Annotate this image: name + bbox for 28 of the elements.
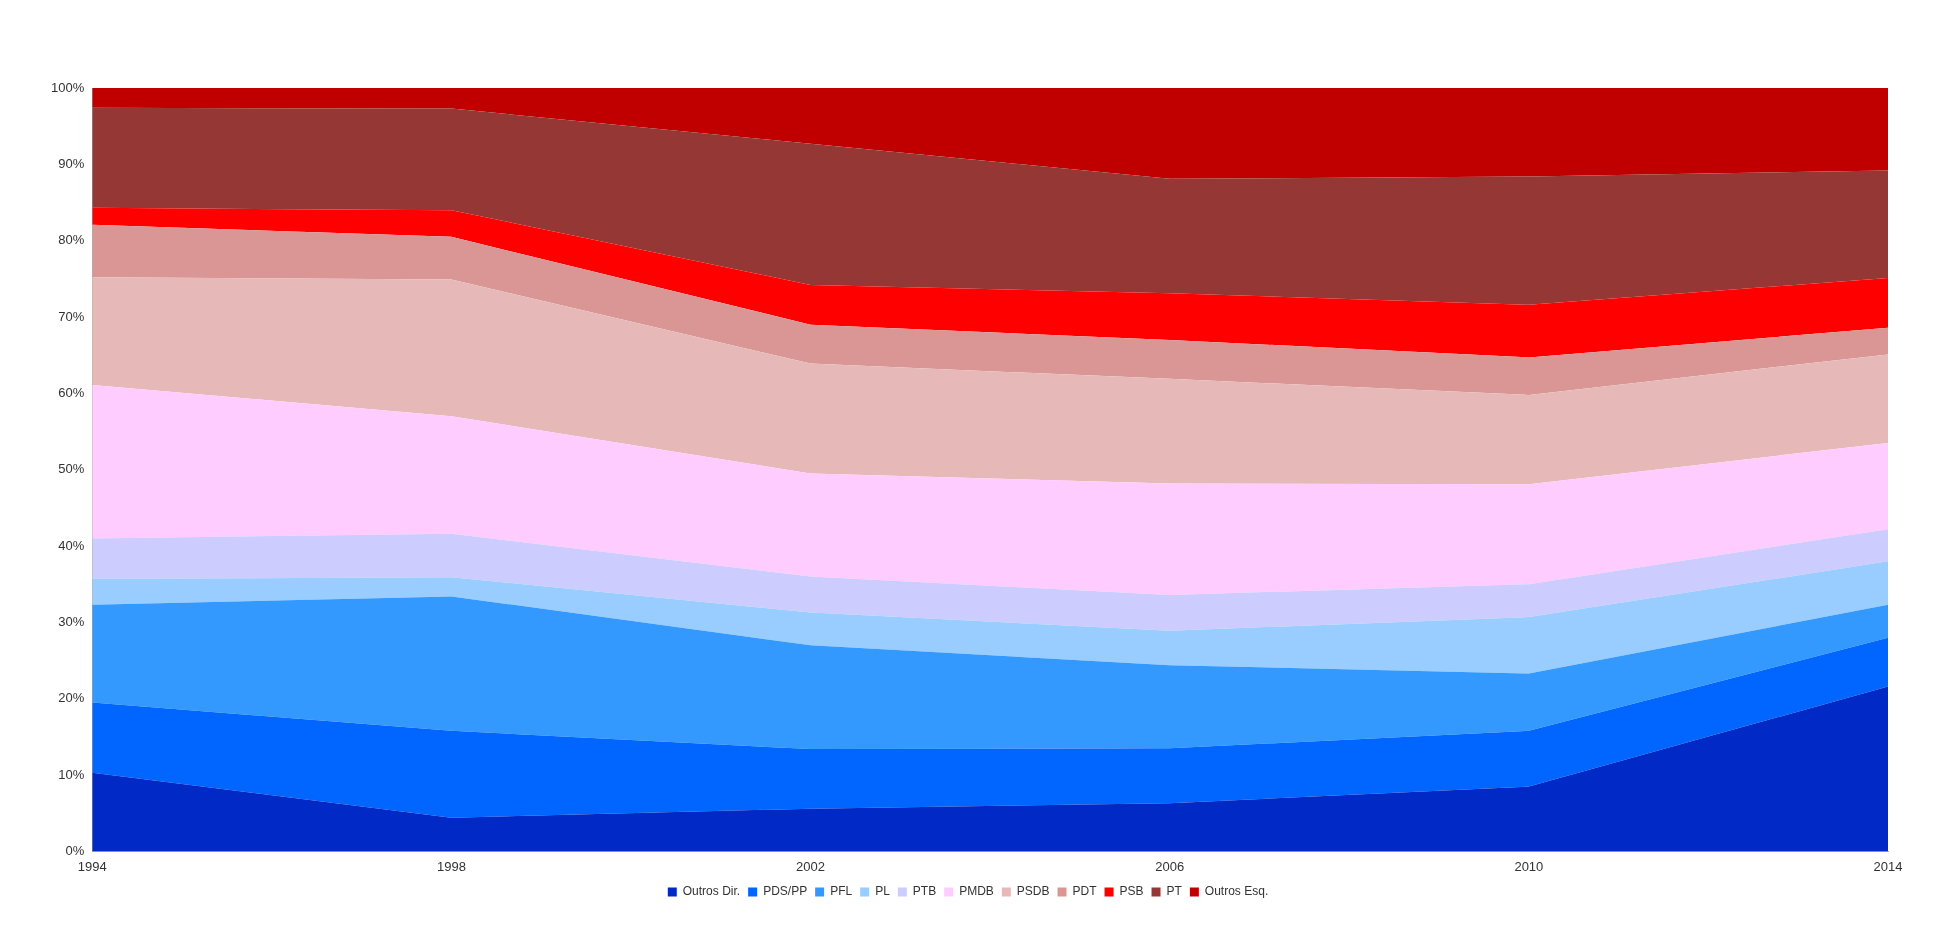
legend-label: Outros Esq. [1204, 884, 1269, 899]
y-tick-label: 100% [51, 79, 85, 95]
x-tick-label: 1998 [436, 858, 466, 874]
legend-label: PT [1166, 884, 1183, 899]
legend-label: Outros Dir. [682, 884, 741, 899]
y-tick-label: 20% [58, 690, 85, 706]
y-tick-label: 10% [58, 766, 85, 782]
x-tick-label: 2014 [1873, 858, 1903, 874]
y-tick-label: 60% [58, 384, 85, 400]
y-tick-label: 90% [58, 155, 85, 171]
legend-label: PMDB [959, 884, 994, 899]
x-tick-label: 2010 [1514, 858, 1544, 874]
x-tick-label: 2002 [796, 858, 826, 874]
legend-label: PDS/PP [763, 884, 808, 899]
x-tick-label: 1994 [77, 858, 107, 874]
y-tick-label: 30% [58, 613, 85, 629]
legend-label: PSB [1119, 884, 1144, 899]
legend-label: PSDB [1016, 884, 1050, 899]
legend-label: PDT [1072, 884, 1098, 899]
y-tick-label: 50% [58, 461, 85, 477]
y-tick-label: 80% [58, 232, 85, 248]
legend-label: PFL [830, 884, 853, 899]
legend-label: PL [875, 884, 891, 899]
x-tick-label: 2006 [1155, 858, 1185, 874]
legend-label: PTB [912, 884, 937, 899]
y-tick-label: 40% [58, 537, 85, 553]
y-tick-label: 70% [58, 308, 85, 324]
y-tick-label: 0% [65, 842, 85, 858]
